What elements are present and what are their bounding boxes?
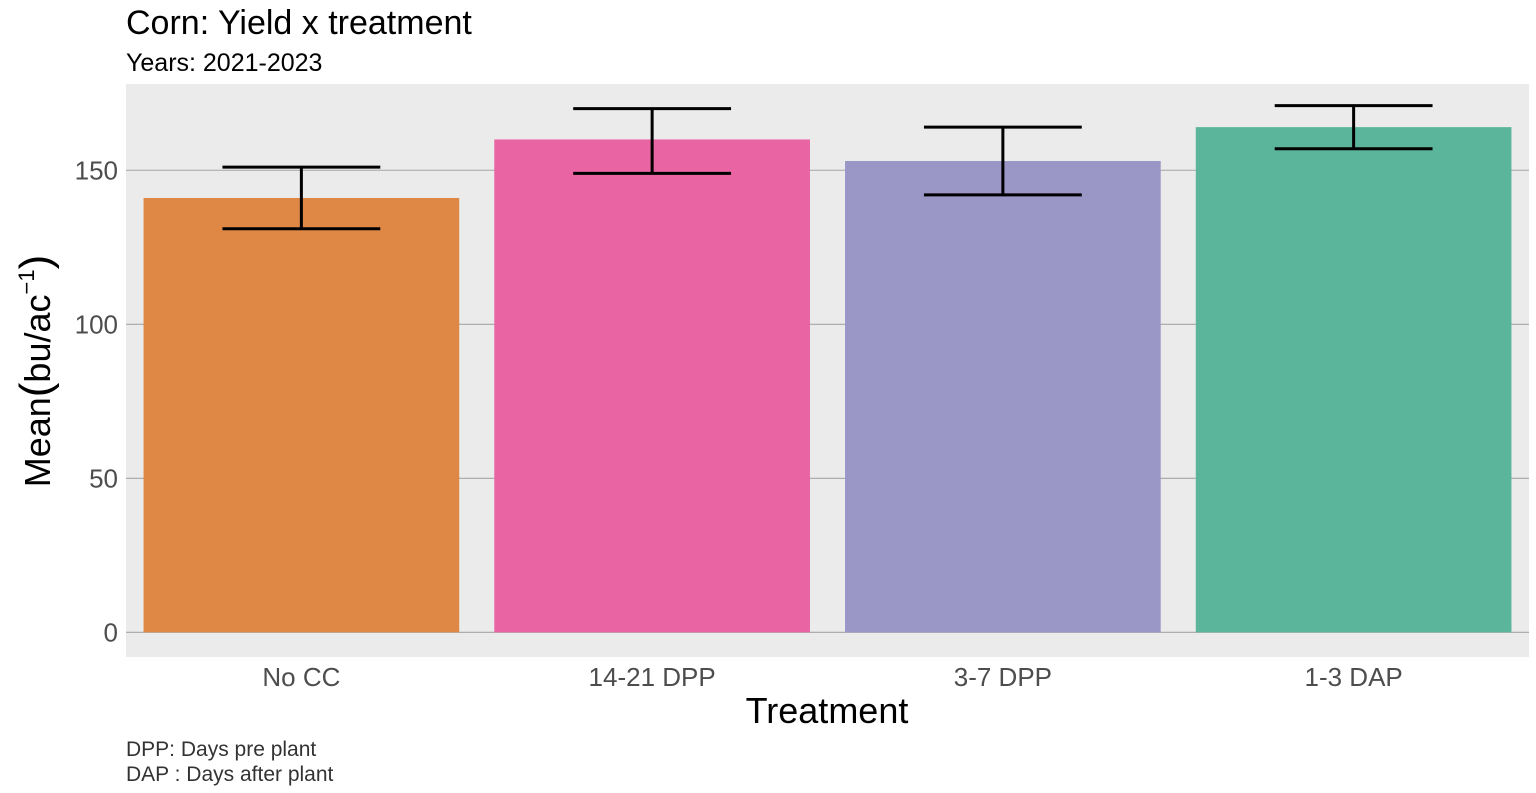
y-tick-label: 0 (104, 617, 118, 647)
caption-line-1: DPP: Days pre plant (126, 738, 316, 761)
error-bar (222, 165, 381, 231)
y-tick-label: 150 (75, 155, 118, 185)
bar (1195, 127, 1512, 633)
chart-subtitle: Years: 2021-2023 (126, 49, 322, 77)
bars (143, 127, 1512, 633)
y-axis-title-close-paren: ) (11, 255, 60, 270)
svg-text:Mean(bu/ac−1): Mean(bu/ac−1) (11, 255, 60, 488)
bar (845, 161, 1161, 633)
chart-title: Corn: Yield x treatment (126, 4, 472, 42)
caption-line-2: DAP : Days after plant (126, 763, 334, 786)
y-tick-label: 50 (89, 463, 118, 493)
y-axis-title-open-paren: ( (11, 382, 60, 397)
y-tick-label: 100 (75, 309, 118, 339)
y-axis-title-prefix: Mean (17, 397, 58, 487)
y-axis-title-unit: bu (17, 343, 58, 383)
error-bars (222, 104, 1433, 231)
error-bar (573, 107, 732, 175)
y-axis-title-separator: / (17, 333, 58, 343)
error-bar (923, 125, 1082, 197)
x-axis-title: Treatment (746, 690, 909, 731)
y-axis-title-exponent: −1 (14, 269, 39, 294)
x-tick-label: No CC (262, 662, 340, 692)
x-axis-ticks: No CC 14-21 DPP 3-7 DPP 1-3 DAP (262, 662, 1402, 692)
y-axis-title-denominator: ac (17, 294, 58, 332)
bar (143, 197, 460, 633)
bar (494, 139, 810, 633)
error-bar (1274, 104, 1433, 151)
x-tick-label: 3-7 DPP (954, 662, 1052, 692)
y-axis-ticks: 0 50 100 150 (75, 155, 118, 647)
y-axis-title: Mean(bu/ac−1) (11, 255, 60, 488)
x-tick-label: 14-21 DPP (589, 662, 716, 692)
x-tick-label: 1-3 DAP (1304, 662, 1402, 692)
